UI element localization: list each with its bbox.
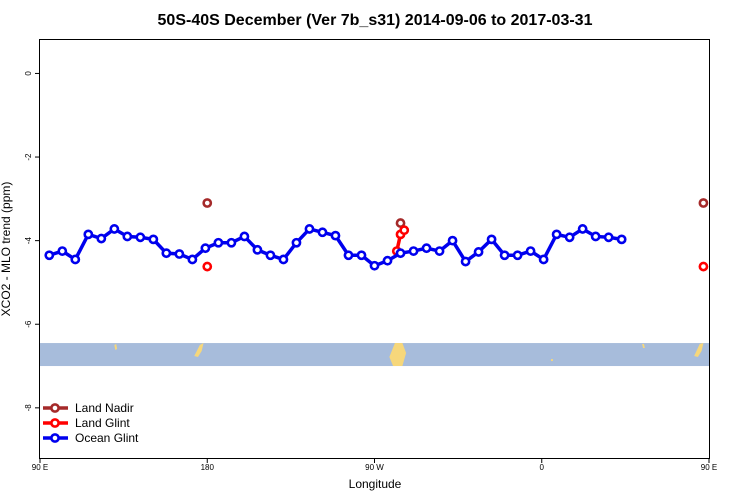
x-axis-label: Longitude [349,477,402,491]
legend-item: Ocean Glint [43,431,139,445]
data-point [399,225,410,236]
y-tick-label: -4 [24,237,33,245]
data-point [70,254,81,265]
y-tick-label: 0 [24,71,33,76]
data-point [512,250,523,261]
data-point [226,237,237,248]
legend-item: Land Glint [43,416,130,430]
legend-marker [50,418,60,428]
x-axis: 90 E 180 90 W 0 90 E [32,458,717,472]
data-point [252,244,263,255]
y-tick-label: -2 [24,153,33,161]
data-point [525,246,536,256]
data-point [330,230,341,241]
series-ocean-glint [44,224,627,271]
data-point [551,229,562,240]
data-point [44,250,55,261]
data-point [343,250,354,261]
data-point [317,227,328,238]
data-point [135,232,146,243]
legend-label: Land Glint [75,416,130,430]
data-point [57,246,68,256]
land-shape [389,343,407,367]
data-point [148,234,159,245]
data-point [304,224,315,234]
data-point [202,261,213,272]
x-tick-label: 90 E [701,463,717,472]
data-point [239,231,250,242]
land-shape [694,343,704,358]
plot-area [39,39,710,459]
data-point [590,231,601,242]
land-shape [551,359,553,362]
data-point [460,256,471,267]
y-axis-label: XCO2 - MLO trend (ppm) [0,182,13,317]
y-tick-label: -8 [24,404,33,412]
data-point [202,198,213,208]
data-point [356,250,367,261]
map-band [40,343,709,367]
data-point [96,233,107,244]
legend-label: Land Nadir [75,401,134,415]
series-land-nadir [202,198,709,228]
data-point [499,250,510,261]
data-point [122,231,133,242]
x-tick-label: 90 W [365,463,384,472]
x-tick-label: 90 E [32,463,48,472]
data-point [577,224,588,234]
y-tick-label: -6 [24,320,33,328]
data-point [395,248,406,259]
data-point [421,243,432,254]
data-point [369,260,380,271]
legend-marker [50,433,60,443]
data-point [564,232,575,243]
land-shape [194,343,204,358]
data-point [434,246,445,256]
data-point [291,237,302,248]
y-axis: 0 -2 -4 -6 -8 [24,71,40,412]
land-shape [642,344,645,349]
data-point [473,247,484,257]
legend-item: Land Nadir [43,401,134,415]
series-layer [44,198,709,272]
ocean-band [40,343,709,367]
x-tick-label: 180 [201,463,215,472]
data-point [278,254,289,265]
data-point [213,237,224,248]
data-point [616,234,627,245]
data-point [486,234,497,245]
data-point [382,255,393,266]
data-point [395,218,406,228]
data-point [698,198,709,208]
legend-marker [50,403,60,413]
data-point [265,250,276,261]
data-point [174,249,185,259]
data-point [109,224,120,234]
data-point [408,246,419,256]
data-point [83,229,94,240]
data-point [538,254,549,265]
data-point [200,243,211,254]
data-point [161,248,172,259]
data-point [447,235,458,246]
data-point [698,261,709,272]
land-shape [114,344,118,351]
legend-label: Ocean Glint [75,431,139,445]
data-point [603,232,614,243]
chart-title: 50S-40S December (Ver 7b_s31) 2014-09-06… [158,12,593,29]
x-tick-label: 0 [540,463,545,472]
data-point [187,254,198,265]
